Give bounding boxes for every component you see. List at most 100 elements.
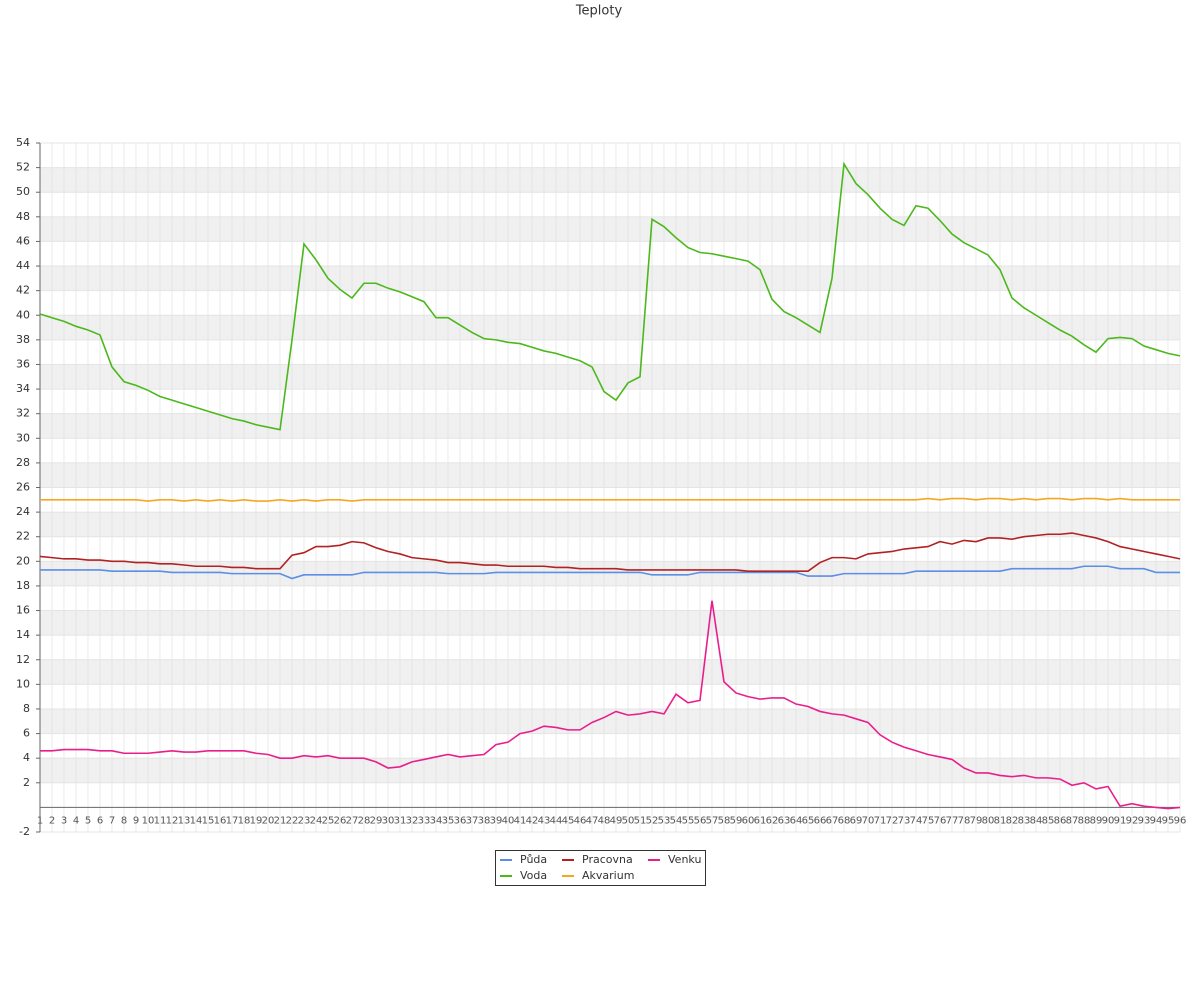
x-tick-label: 74	[910, 815, 923, 826]
x-tick-label: 71	[874, 815, 887, 826]
x-tick-label: 67	[826, 815, 839, 826]
x-tick-label: 3	[61, 815, 67, 826]
x-tick-label: 21	[274, 815, 287, 826]
x-tick-label: 54	[670, 815, 683, 826]
x-tick-label: 64	[790, 815, 803, 826]
x-tick-label: 37	[466, 815, 479, 826]
series-line	[40, 565, 1180, 580]
y-tick-label: 8	[23, 702, 30, 715]
y-tick-label: 18	[16, 579, 30, 592]
grid-band	[40, 364, 1180, 390]
x-tick-label: 23	[298, 815, 311, 826]
y-tick-label: 38	[16, 333, 30, 346]
y-tick-label: 10	[16, 677, 30, 690]
x-tick-label: 48	[598, 815, 611, 826]
x-tick-label: 6	[97, 815, 103, 826]
x-tick-label: 83	[1018, 815, 1031, 826]
legend-label: Akvarium	[582, 869, 634, 882]
x-tick-label: 2	[49, 815, 55, 826]
x-tick-label: 39	[490, 815, 503, 826]
y-tick-label: 2	[23, 776, 30, 789]
x-tick-label: 93	[1138, 815, 1151, 826]
x-tick-label: 80	[982, 815, 995, 826]
y-tick-label: 44	[16, 259, 30, 272]
x-tick-label: 75	[922, 815, 935, 826]
y-tick-label: 34	[16, 382, 30, 395]
x-tick-label: 59	[730, 815, 743, 826]
x-tick-label: 66	[814, 815, 827, 826]
x-tick-label: 73	[898, 815, 911, 826]
y-tick-label: 46	[16, 234, 30, 247]
chart-title: Teploty	[575, 4, 623, 19]
x-tick-label: 41	[514, 815, 527, 826]
x-tick-label: 51	[634, 815, 647, 826]
y-tick-label: 12	[16, 653, 30, 666]
x-tick-label: 27	[346, 815, 359, 826]
x-tick-label: 14	[190, 815, 203, 826]
y-tick-label: -2	[19, 825, 30, 838]
y-tick-label: 30	[16, 431, 30, 444]
x-tick-label: 45	[562, 815, 575, 826]
x-tick-label: 28	[358, 815, 371, 826]
legend-label: Pracovna	[582, 853, 633, 866]
x-tick-label: 10	[142, 815, 155, 826]
x-tick-label: 72	[886, 815, 899, 826]
x-tick-label: 61	[754, 815, 767, 826]
x-tick-label: 65	[802, 815, 815, 826]
grid-band	[40, 659, 1180, 685]
x-tick-label: 33	[418, 815, 431, 826]
x-tick-label: 29	[370, 815, 383, 826]
x-tick-label: 8	[121, 815, 127, 826]
x-tick-label: 56	[694, 815, 707, 826]
x-tick-label: 18	[238, 815, 251, 826]
legend-label: Venku	[668, 853, 701, 866]
x-tick-label: 20	[262, 815, 275, 826]
y-tick-label: 36	[16, 357, 30, 370]
x-tick-label: 87	[1066, 815, 1079, 826]
x-tick-label: 91	[1114, 815, 1127, 826]
x-tick-label: 90	[1102, 815, 1115, 826]
x-tick-label: 13	[178, 815, 191, 826]
x-tick-label: 52	[646, 815, 659, 826]
x-tick-label: 40	[502, 815, 515, 826]
x-tick-label: 36	[454, 815, 467, 826]
y-tick-label: 4	[23, 751, 30, 764]
series-line	[39, 532, 1181, 572]
grid-band	[40, 561, 1180, 586]
y-tick-label: 54	[16, 136, 30, 149]
x-tick-label: 78	[958, 815, 971, 826]
x-tick-label: 79	[970, 815, 983, 826]
x-tick-label: 82	[1006, 815, 1019, 826]
x-tick-label: 26	[334, 815, 347, 826]
x-tick-label: 47	[586, 815, 599, 826]
x-tick-label: 55	[682, 815, 695, 826]
x-tick-label: 5	[85, 815, 91, 826]
grid-band	[40, 512, 1180, 537]
x-tick-label: 44	[550, 815, 563, 826]
x-tick-label: 76	[934, 815, 947, 826]
y-tick-label: 50	[16, 185, 30, 198]
x-tick-label: 53	[658, 815, 671, 826]
y-tick-label: 6	[23, 727, 30, 740]
x-tick-label: 32	[406, 815, 419, 826]
x-tick-label: 49	[610, 815, 623, 826]
legend-label: Půda	[520, 853, 547, 866]
x-tick-label: 43	[538, 815, 551, 826]
x-tick-label: 42	[526, 815, 539, 826]
y-tick-label: 52	[16, 161, 30, 174]
y-tick-label: 48	[16, 210, 30, 223]
x-tick-label: 11	[154, 815, 167, 826]
y-tick-label: 20	[16, 554, 30, 567]
grid-band	[40, 216, 1180, 242]
x-tick-label: 16	[214, 815, 227, 826]
x-tick-label: 89	[1090, 815, 1103, 826]
x-tick-label: 46	[574, 815, 587, 826]
grid-band	[40, 266, 1180, 291]
y-tick-label: 32	[16, 407, 30, 420]
y-tick-label: 40	[16, 308, 30, 321]
series-line	[40, 497, 1180, 502]
x-tick-label: 77	[946, 815, 959, 826]
grid-band	[40, 315, 1180, 340]
x-tick-label: 96	[1174, 815, 1187, 826]
